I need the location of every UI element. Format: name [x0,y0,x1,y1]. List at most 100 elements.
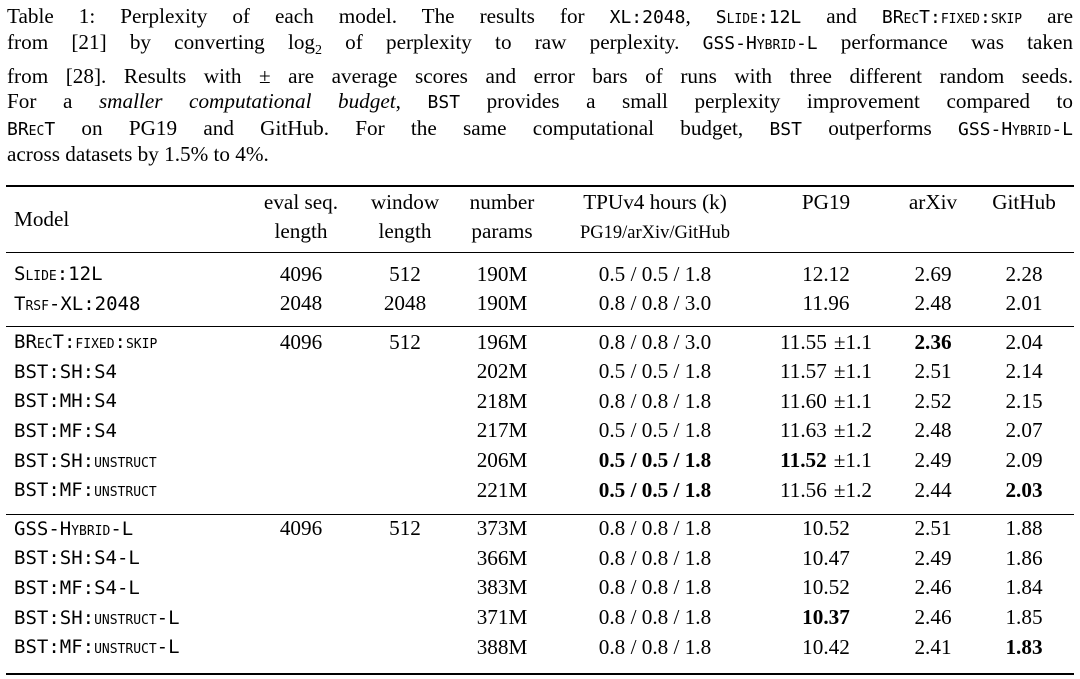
cell-window: 512 [389,516,421,541]
header-window-length: window length [370,190,440,243]
table-row: Trsf-XL:2048 2048 2048 190M 0.8 / 0.8 / 3.0 1… [6,289,1074,319]
table-row: BST:SH:S4 202M 0.5 / 0.5 / 1.8 11.57 ±1.1 2.5… [6,357,1074,387]
table-row: BST:MF:unstruct 221M 0.5 / 0.5 / 1.8 11.56 ±… [6,475,1074,505]
cell-params: 218M [476,388,528,413]
cell-github: 1.88 [1005,516,1043,541]
caption-line-3: from [28]. Results with ± are average sc… [7,64,1073,89]
cell-window [356,603,454,633]
cell-github: 2.28 [1005,261,1043,286]
header-model: Model [14,206,70,231]
header-rule [6,252,1074,253]
cell-eval [246,446,356,476]
table-row: BST:MF:S4-L 383M 0.8 / 0.8 / 1.8 10.52 2.46 1… [6,573,1074,603]
table-caption: Table 1: Perplexity of each model. The r… [7,4,1073,168]
header-github: GitHub [992,190,1056,214]
cell-arxiv: 2.52 [914,388,952,413]
cell-arxiv: 2.36 [914,329,952,354]
cell-model: BST:MH:S4 [14,390,117,413]
cell-model: BST:MF:unstruct-L [14,636,180,659]
group-rule-2 [6,514,1074,515]
cell-arxiv: 2.51 [914,516,952,541]
cell-eval [246,386,356,416]
table-header-row: Model eval seq. length window length numbe… [6,188,1074,250]
cell-params: 371M [476,605,528,630]
table-row: BST:MF:S4 217M 0.5 / 0.5 / 1.8 11.63 ±1.2 2.4… [6,416,1074,446]
cell-model: BRecT:fixed:skip [14,331,158,354]
cell-window: 512 [389,261,421,286]
cell-params: 190M [476,291,528,316]
table-row: BST:SH:S4-L 366M 0.8 / 0.8 / 1.8 10.47 2.49 1… [6,543,1074,573]
cell-pg19: 11.57 ±1.1 [779,359,872,384]
cell-params: 190M [476,261,528,286]
cell-tpu: 0.8 / 0.8 / 1.8 [598,545,712,570]
cell-github: 2.07 [1005,418,1043,443]
cell-model: BST:MF:S4-L [14,576,140,599]
cell-window: 512 [389,329,421,354]
header-pg19: PG19 [801,190,851,214]
cell-eval [246,543,356,573]
cell-tpu: 0.5 / 0.5 / 1.8 [598,418,712,443]
cell-params: 221M [476,477,528,502]
cell-pg19: 10.42 [802,634,850,659]
cell-params: 388M [476,634,528,659]
header-eval-seq-length: eval seq. length [263,190,339,243]
cell-eval: 2048 [279,291,323,316]
top-rule [6,185,1074,187]
cell-github: 2.04 [1005,329,1043,354]
cell-arxiv: 2.69 [914,261,952,286]
table-row: Slide:12L 4096 512 190M 0.5 / 0.5 / 1.8 12.12… [6,259,1074,289]
cell-pg19: 11.96 [802,291,850,316]
cell-arxiv: 2.49 [914,545,952,570]
cell-model: GSS-Hybrid-L [14,517,134,540]
cell-github: 2.15 [1005,388,1043,413]
cell-model: BST:SH:unstruct-L [14,606,180,629]
table-group-large: GSS-Hybrid-L 4096 512 373M 0.8 / 0.8 / 1.8 10… [6,514,1074,662]
cell-tpu: 0.5 / 0.5 / 1.8 [598,359,712,384]
cell-arxiv: 2.44 [914,477,952,502]
cell-model: Trsf-XL:2048 [14,292,141,315]
cell-model: BST:SH:unstruct [14,449,157,472]
cell-tpu: 0.8 / 0.8 / 3.0 [598,291,712,316]
table-row: GSS-Hybrid-L 4096 512 373M 0.8 / 0.8 / 1.8 10… [6,514,1074,544]
cell-window [356,632,454,662]
cell-pg19: 11.60 ±1.1 [779,388,872,413]
caption-line-5: BRecT on PG19 and GitHub. For the same c… [7,115,1073,140]
cell-pg19: 11.52 ±1.1 [780,448,872,473]
cell-github: 2.14 [1005,359,1043,384]
header-arxiv: arXiv [908,190,958,214]
bottom-rule [6,673,1074,675]
cell-github: 1.86 [1005,545,1043,570]
cell-params: 366M [476,545,528,570]
cell-tpu: 0.8 / 0.8 / 3.0 [598,329,712,354]
cell-pg19: 10.37 [802,605,850,630]
cell-params: 202M [476,359,528,384]
cell-eval [246,603,356,633]
cell-params: 217M [476,418,528,443]
cell-github: 2.01 [1005,291,1043,316]
cell-arxiv: 2.49 [914,448,952,473]
table-group-small: BRecT:fixed:skip 4096 512 196M 0.8 / 0.8 / 3… [6,327,1074,505]
cell-arxiv: 2.46 [914,605,952,630]
cell-tpu: 0.8 / 0.8 / 1.8 [598,516,712,541]
cell-github: 2.09 [1005,448,1043,473]
cell-model: BST:SH:S4-L [14,547,140,570]
cell-tpu: 0.8 / 0.8 / 1.8 [598,634,712,659]
caption-line-1: Table 1: Perplexity of each model. The r… [7,4,1074,28]
cell-github: 1.83 [1005,634,1043,659]
cell-eval [246,475,356,505]
group-rule-1 [6,326,1074,327]
cell-eval [246,573,356,603]
cell-params: 196M [476,329,528,354]
header-tpu-hours: TPUv4 hours (k) PG19/arXiv/GitHub [579,190,731,243]
cell-model: BST:MF:S4 [14,419,117,442]
perplexity-table: Model eval seq. length window length numbe… [6,188,1074,662]
caption-line-2: from [21] by converting log2 of perplexi… [7,30,1073,59]
cell-window [356,386,454,416]
cell-tpu: 0.5 / 0.5 / 1.8 [598,261,712,286]
cell-window: 2048 [383,291,427,316]
header-number-params: number params [469,190,535,243]
cell-arxiv: 2.48 [914,291,952,316]
cell-tpu: 0.8 / 0.8 / 1.8 [598,575,712,600]
cell-pg19: 11.56 ±1.2 [779,477,872,502]
